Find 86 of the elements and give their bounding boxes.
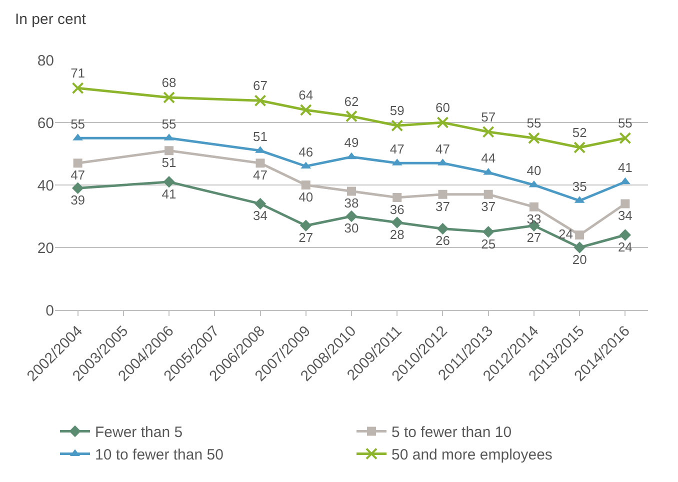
point [619, 132, 632, 144]
point [619, 229, 632, 241]
point [72, 182, 84, 194]
data-label: 34 [253, 208, 268, 224]
data-label: 55 [618, 116, 632, 131]
data-label: 33 [526, 211, 542, 226]
point [254, 94, 266, 107]
legend-label: Fewer than 5 [95, 424, 183, 442]
data-label: 24 [618, 239, 632, 254]
point [163, 92, 176, 104]
point [72, 82, 84, 94]
point [574, 242, 586, 254]
data-label: 28 [390, 226, 404, 242]
point [164, 146, 174, 156]
legend-label: 10 to fewer than 50 [95, 446, 224, 464]
point [347, 186, 356, 196]
point [300, 104, 312, 116]
data-label: 27 [526, 230, 542, 246]
data-label: 68 [162, 75, 176, 90]
data-label: 35 [572, 178, 587, 194]
data-label: 52 [572, 125, 587, 140]
point [254, 198, 266, 210]
data-label: 47 [390, 141, 404, 156]
point [620, 199, 630, 208]
data-label: 62 [344, 94, 359, 109]
data-label: 49 [344, 135, 359, 150]
data-label: 37 [481, 198, 496, 214]
data-label: 38 [344, 196, 359, 211]
data-label: 47 [70, 168, 86, 183]
point [391, 216, 403, 228]
point [529, 202, 538, 212]
point [301, 180, 310, 190]
point [73, 158, 82, 168]
data-label: 60 [435, 100, 450, 115]
y-axis-title: In per cent [15, 11, 87, 28]
legend-label: 5 to fewer than 10 [392, 424, 512, 442]
data-label: 26 [435, 233, 450, 248]
data-label: 24 [558, 226, 573, 242]
point [346, 210, 358, 222]
y-tick-label: 40 [37, 177, 54, 194]
data-label: 55 [162, 116, 176, 132]
point [438, 190, 448, 199]
data-label: 46 [298, 144, 314, 160]
data-label: 47 [253, 168, 268, 183]
data-label: 41 [618, 160, 632, 176]
data-label: 37 [435, 198, 450, 214]
y-tick-label: 60 [37, 114, 54, 132]
data-label: 47 [435, 141, 450, 156]
y-tick-label: 0 [46, 302, 54, 320]
data-label: 30 [344, 220, 359, 236]
data-label: 39 [70, 192, 86, 208]
data-label: 57 [481, 109, 496, 124]
data-label: 25 [481, 236, 496, 252]
point [256, 158, 265, 168]
data-label: 55 [526, 116, 542, 131]
data-label: 36 [390, 202, 404, 217]
data-label: 20 [572, 252, 587, 267]
data-label: 71 [70, 66, 86, 81]
data-label: 51 [253, 128, 268, 144]
point [575, 230, 584, 240]
y-tick-label: 20 [37, 240, 54, 257]
point [482, 226, 494, 238]
y-tick-label: 80 [37, 52, 54, 70]
point [391, 120, 404, 132]
data-label: 51 [162, 155, 176, 170]
data-label: 55 [70, 116, 86, 132]
point [574, 142, 586, 154]
data-label: 27 [298, 230, 314, 246]
data-label: 41 [162, 186, 176, 202]
point [436, 222, 449, 235]
point [300, 220, 312, 232]
point [436, 116, 449, 128]
data-label: 40 [298, 189, 314, 204]
data-label: 40 [526, 163, 542, 178]
point [163, 176, 175, 188]
data-label: 34 [618, 208, 632, 224]
point [528, 132, 540, 144]
legend-label: 50 and more employees [392, 446, 552, 464]
data-label: 59 [390, 103, 404, 118]
point [482, 126, 494, 138]
data-label: 67 [253, 78, 268, 94]
point [346, 110, 358, 122]
point [392, 193, 402, 202]
data-label: 44 [481, 150, 496, 166]
data-label: 64 [298, 88, 314, 102]
point [484, 190, 493, 199]
